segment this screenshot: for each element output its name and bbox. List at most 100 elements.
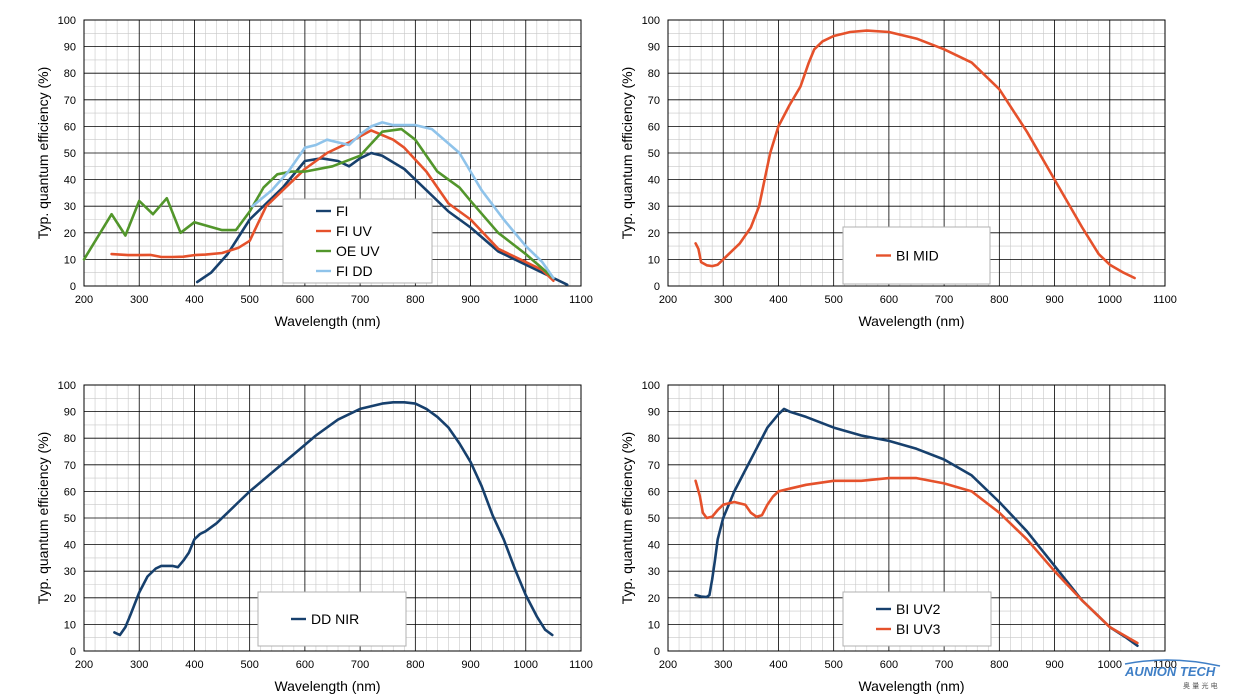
y-tick-label: 60 — [64, 486, 76, 498]
y-axis-label: Typ. quantum efficiency (%) — [619, 432, 635, 604]
y-tick-label: 50 — [64, 148, 76, 160]
x-tick-label: 1100 — [569, 659, 593, 671]
series-line-bi-mid — [694, 29, 1136, 280]
x-tick-label: 700 — [351, 659, 369, 671]
x-tick-label: 1100 — [1153, 294, 1177, 306]
y-tick-label: 20 — [648, 593, 660, 605]
y-tick-label: 100 — [642, 15, 660, 27]
y-tick-label: 90 — [648, 42, 660, 54]
x-tick-label: 400 — [769, 659, 787, 671]
legend-label: DD NIR — [311, 611, 359, 627]
y-tick-label: 30 — [64, 566, 76, 578]
series-line-fi — [195, 151, 569, 287]
y-tick-label: 50 — [648, 148, 660, 160]
legend-box — [842, 226, 991, 285]
x-tick-label: 1000 — [1098, 294, 1122, 306]
x-axis-label: Wavelength (nm) — [858, 678, 964, 694]
y-axis-label: Typ. quantum efficiency (%) — [35, 432, 51, 604]
x-tick-label: 300 — [714, 294, 732, 306]
y-tick-label: 90 — [648, 407, 660, 419]
y-tick-label: 50 — [648, 513, 660, 525]
y-tick-label: 40 — [64, 175, 76, 187]
y-tick-label: 20 — [64, 593, 76, 605]
legend-label: BI UV2 — [896, 601, 941, 617]
y-tick-label: 40 — [648, 540, 660, 552]
series-line-bi-uv3 — [694, 476, 1139, 645]
legend-box — [282, 198, 433, 284]
legend-label: BI UV3 — [896, 621, 941, 637]
plot-border — [83, 384, 582, 652]
y-tick-label: 50 — [64, 513, 76, 525]
y-tick-label: 90 — [64, 407, 76, 419]
x-tick-label: 400 — [185, 294, 203, 306]
y-tick-label: 40 — [648, 175, 660, 187]
x-tick-label: 800 — [990, 294, 1008, 306]
x-tick-label: 900 — [461, 659, 479, 671]
y-tick-label: 70 — [648, 460, 660, 472]
x-tick-label: 600 — [880, 294, 898, 306]
legend-label: BI MID — [896, 248, 939, 264]
y-tick-label: 30 — [64, 201, 76, 213]
x-tick-label: 1000 — [514, 659, 538, 671]
aunion-tech-logo: AUNION TECH 奥 量 光 电 — [1124, 659, 1221, 690]
x-tick-label: 200 — [659, 294, 677, 306]
x-tick-label: 200 — [75, 659, 93, 671]
x-tick-label: 900 — [1045, 294, 1063, 306]
chart-dd-nir: 200 300 400 500 600 700 800 900 1000 1100 0 10 20 30 4… — [35, 380, 593, 694]
y-tick-label: 10 — [648, 619, 660, 631]
y-tick-label: 10 — [64, 619, 76, 631]
x-tick-label: 400 — [185, 659, 203, 671]
y-tick-label: 0 — [70, 281, 76, 293]
x-tick-label: 500 — [824, 294, 842, 306]
y-axis-label: Typ. quantum efficiency (%) — [35, 67, 51, 239]
chart-bi-mid: 200 300 400 500 600 700 800 900 1000 1100 0 10 20 30 4… — [619, 15, 1177, 329]
x-tick-label: 400 — [769, 294, 787, 306]
plot-border — [667, 19, 1166, 287]
x-tick-label: 300 — [130, 294, 148, 306]
y-tick-label: 0 — [70, 646, 76, 658]
logo-subtitle-text: 奥 量 光 电 — [1183, 681, 1218, 690]
x-tick-label: 200 — [659, 659, 677, 671]
y-tick-label: 70 — [648, 95, 660, 107]
x-tick-label: 500 — [824, 659, 842, 671]
plot-border — [667, 384, 1166, 652]
legend-box — [257, 591, 407, 647]
x-tick-label: 1100 — [1153, 659, 1177, 671]
y-tick-label: 70 — [64, 95, 76, 107]
y-tick-label: 20 — [648, 228, 660, 240]
x-tick-label: 1000 — [514, 294, 538, 306]
x-tick-label: 500 — [240, 659, 258, 671]
x-tick-label: 700 — [935, 294, 953, 306]
x-tick-label: 800 — [990, 659, 1008, 671]
x-tick-label: 700 — [935, 659, 953, 671]
logo-swoosh-icon — [1124, 659, 1221, 667]
series-line-fi-uv — [110, 129, 555, 283]
x-tick-label: 900 — [1045, 659, 1063, 671]
x-tick-label: 500 — [240, 294, 258, 306]
y-tick-label: 0 — [654, 646, 660, 658]
x-tick-label: 700 — [351, 294, 369, 306]
x-tick-label: 1000 — [1098, 659, 1122, 671]
series-line-dd-nir — [113, 400, 554, 637]
y-tick-label: 60 — [64, 121, 76, 133]
series-line-fi-dd — [251, 121, 555, 280]
x-axis-label: Wavelength (nm) — [858, 313, 964, 329]
y-tick-label: 80 — [648, 68, 660, 80]
x-tick-label: 300 — [714, 659, 732, 671]
y-axis-label: Typ. quantum efficiency (%) — [619, 67, 635, 239]
y-tick-label: 70 — [64, 460, 76, 472]
x-tick-label: 600 — [296, 659, 314, 671]
x-tick-label: 900 — [461, 294, 479, 306]
x-tick-label: 300 — [130, 659, 148, 671]
x-tick-label: 1100 — [569, 294, 593, 306]
x-tick-label: 600 — [296, 294, 314, 306]
y-tick-label: 60 — [648, 121, 660, 133]
plot-border — [83, 19, 582, 287]
y-tick-label: 100 — [58, 15, 76, 27]
legend-label: FI — [336, 203, 348, 219]
y-tick-label: 20 — [64, 228, 76, 240]
y-tick-label: 10 — [648, 254, 660, 266]
legend-label: FI UV — [336, 223, 372, 239]
x-axis-label: Wavelength (nm) — [274, 678, 380, 694]
